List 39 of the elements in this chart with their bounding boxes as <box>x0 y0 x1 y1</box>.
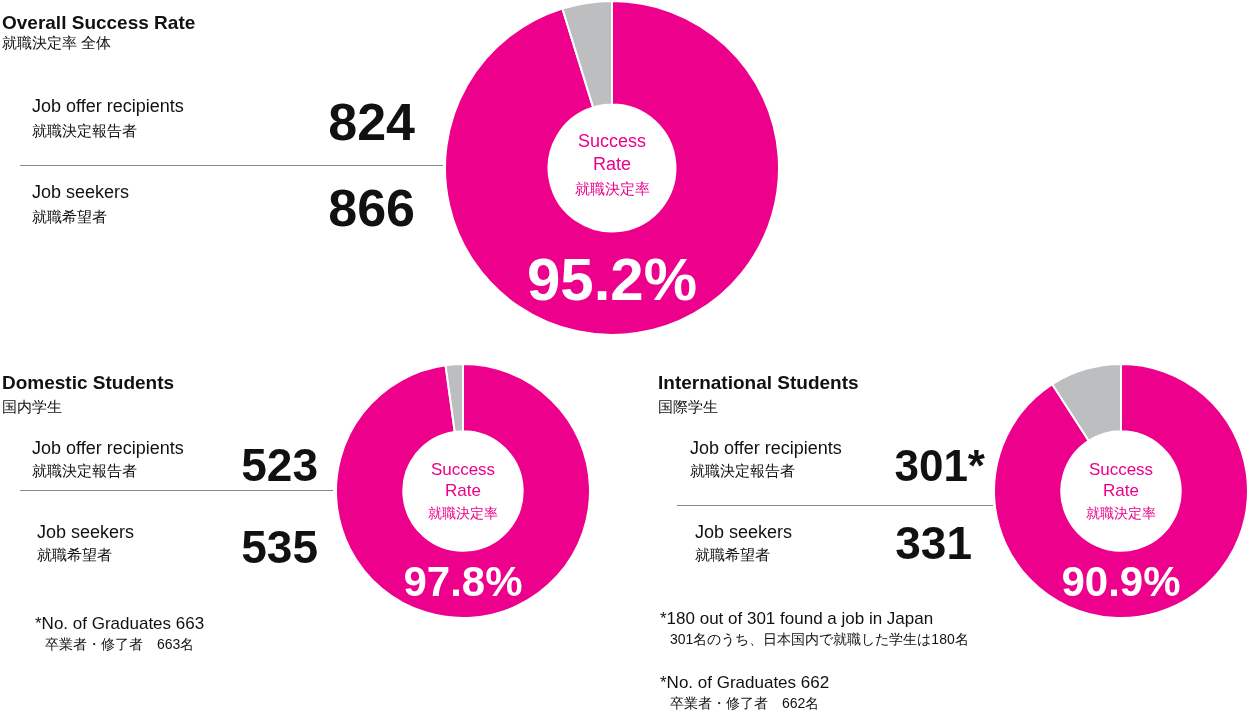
text: 就職決定報告者 <box>32 122 137 140</box>
text: 就職決定率 <box>427 505 499 523</box>
text: *180 out of 301 found a job in Japan <box>660 609 934 629</box>
data-label: 90.9% <box>1061 557 1181 605</box>
text: International Students <box>658 372 859 394</box>
text: 就職希望者 <box>695 546 770 564</box>
text: 就職決定報告者 <box>690 462 795 480</box>
text: 卒業者・修了者 662名 <box>670 695 820 712</box>
text: 824 <box>328 93 415 152</box>
text: 卒業者・修了者 663名 <box>45 636 195 653</box>
text: Job seekers <box>37 522 135 543</box>
text: 国際学生 <box>658 398 719 416</box>
text: Job seekers <box>32 182 130 203</box>
text: 301名のうち、日本国内で就職した学生は180名 <box>670 631 969 648</box>
text: Success Rate <box>429 459 497 502</box>
data-label: 95.2% <box>526 245 698 313</box>
text: 就職決定率 <box>1085 505 1157 523</box>
text: Success Rate <box>1087 459 1155 502</box>
text: 301* <box>894 441 985 491</box>
text: Job offer recipients <box>690 438 842 459</box>
text: *No. of Graduates 662 <box>660 673 830 693</box>
text: 就職決定率 全体 <box>2 34 113 52</box>
data-label: 97.8% <box>403 557 523 605</box>
text: 866 <box>328 179 415 238</box>
text: Success Rate <box>577 130 647 175</box>
text: 523 <box>241 439 318 491</box>
text: 就職希望者 <box>32 208 107 226</box>
text: Job seekers <box>695 522 793 543</box>
text: *No. of Graduates 663 <box>35 614 205 634</box>
text: 535 <box>241 521 318 573</box>
text: 就職希望者 <box>37 546 112 564</box>
text: 331 <box>895 517 972 569</box>
text: 就職決定報告者 <box>32 462 137 480</box>
text: Job offer recipients <box>32 438 184 459</box>
text: Job offer recipients <box>32 96 184 117</box>
text: 国内学生 <box>2 398 63 416</box>
text: Domestic Students <box>2 372 175 394</box>
text: Overall Success Rate <box>2 12 196 34</box>
text: 就職決定率 <box>573 180 651 199</box>
